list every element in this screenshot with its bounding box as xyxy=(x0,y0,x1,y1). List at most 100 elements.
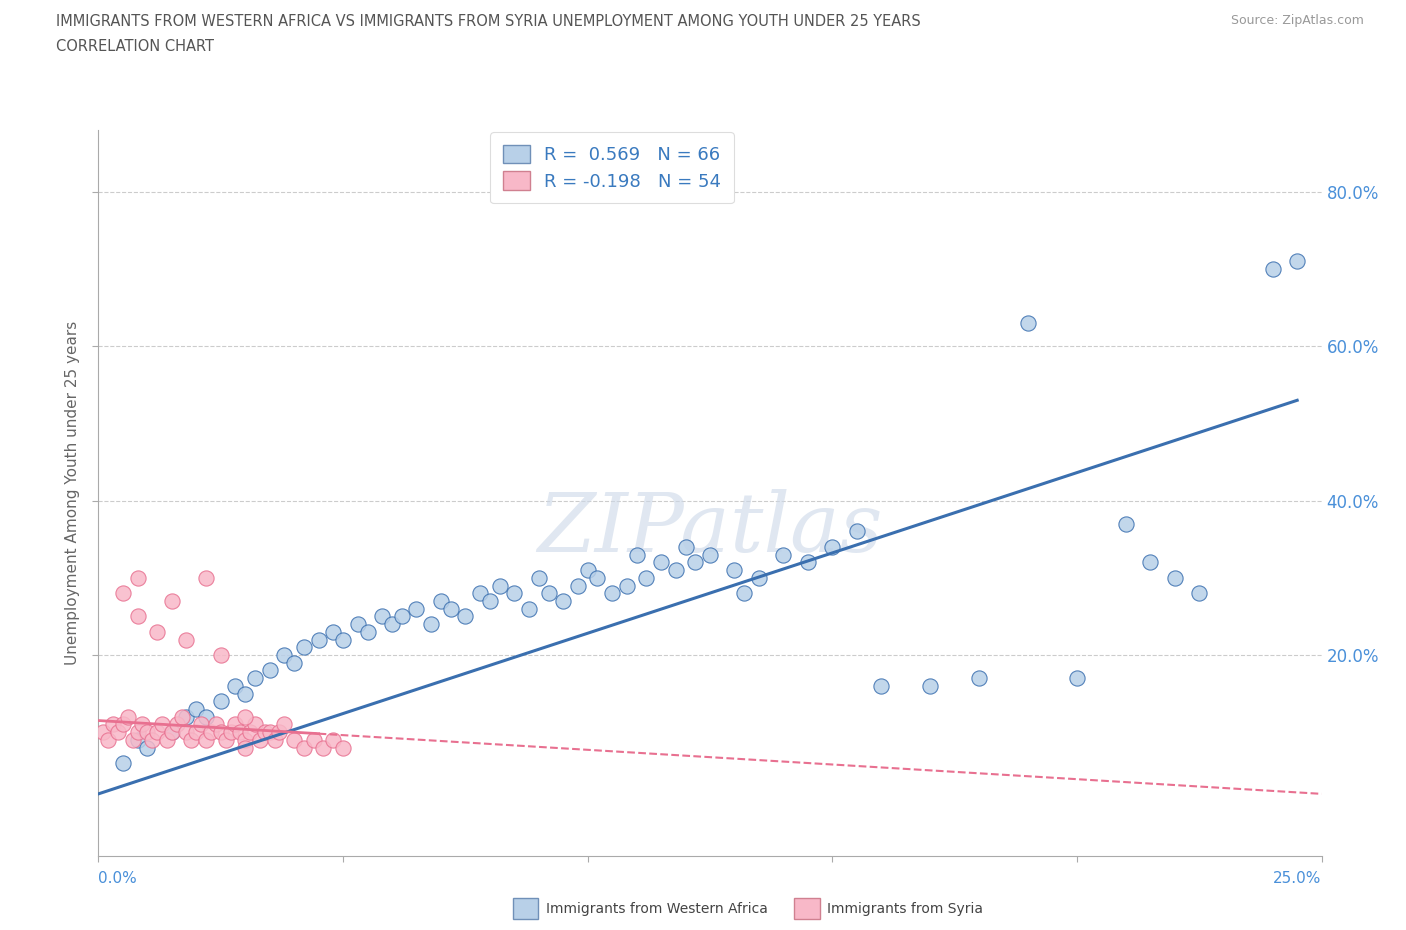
Point xyxy=(391,609,413,624)
Point xyxy=(111,586,134,601)
Text: CORRELATION CHART: CORRELATION CHART xyxy=(56,39,214,54)
Point xyxy=(219,724,242,739)
Point xyxy=(233,686,256,701)
Legend: R =  0.569   N = 66, R = -0.198   N = 54: R = 0.569 N = 66, R = -0.198 N = 54 xyxy=(491,132,734,203)
Point xyxy=(797,555,820,570)
Point xyxy=(356,624,378,639)
Point xyxy=(127,733,149,748)
Point xyxy=(111,755,134,770)
Point xyxy=(146,624,169,639)
Point xyxy=(160,593,183,608)
Point xyxy=(263,733,285,748)
Point xyxy=(292,740,315,755)
Point xyxy=(650,555,672,570)
Point xyxy=(239,724,262,739)
Point xyxy=(91,724,114,739)
Point xyxy=(870,678,893,693)
Point xyxy=(233,733,256,748)
Point xyxy=(259,724,281,739)
Point xyxy=(665,563,688,578)
Text: 0.0%: 0.0% xyxy=(98,871,138,886)
Point xyxy=(176,710,198,724)
Point xyxy=(186,701,208,716)
Point xyxy=(576,563,599,578)
Point xyxy=(190,717,212,732)
Point xyxy=(967,671,990,685)
Point xyxy=(553,593,575,608)
Point xyxy=(527,570,550,585)
Point xyxy=(468,586,491,601)
Point xyxy=(1188,586,1211,601)
Point xyxy=(733,586,755,601)
Point xyxy=(332,740,354,755)
Point xyxy=(195,570,218,585)
Point xyxy=(156,733,179,748)
Point xyxy=(136,724,159,739)
Point xyxy=(626,547,648,562)
Point xyxy=(283,733,305,748)
Text: Source: ZipAtlas.com: Source: ZipAtlas.com xyxy=(1230,14,1364,27)
Point xyxy=(302,733,325,748)
Point xyxy=(845,524,868,538)
Point xyxy=(176,632,198,647)
Point xyxy=(567,578,589,593)
Point xyxy=(205,717,228,732)
Point xyxy=(127,570,149,585)
Point xyxy=(107,724,129,739)
Point xyxy=(117,710,139,724)
Point xyxy=(269,724,291,739)
Point xyxy=(233,740,256,755)
Point xyxy=(136,740,159,755)
Point xyxy=(186,724,208,739)
Point xyxy=(273,717,295,732)
Point xyxy=(127,724,149,739)
Point xyxy=(229,724,252,739)
Text: Immigrants from Western Africa: Immigrants from Western Africa xyxy=(546,901,768,916)
Point xyxy=(503,586,526,601)
Point xyxy=(1164,570,1187,585)
Point xyxy=(616,578,638,593)
Point xyxy=(478,593,501,608)
Text: Immigrants from Syria: Immigrants from Syria xyxy=(827,901,983,916)
Point xyxy=(1261,261,1284,276)
Point xyxy=(200,724,222,739)
Point xyxy=(1286,254,1309,269)
Point xyxy=(243,717,266,732)
Point xyxy=(160,724,183,739)
Point xyxy=(636,570,658,585)
Point xyxy=(224,678,246,693)
Point xyxy=(371,609,394,624)
Point xyxy=(1066,671,1088,685)
Point xyxy=(517,601,540,616)
Point xyxy=(772,547,794,562)
Point xyxy=(675,539,697,554)
Point xyxy=(1139,555,1161,570)
Point xyxy=(821,539,844,554)
Point xyxy=(121,733,143,748)
Point xyxy=(259,663,281,678)
Point xyxy=(292,640,315,655)
Point xyxy=(1017,315,1039,330)
Point xyxy=(454,609,477,624)
Point xyxy=(101,717,124,732)
Point xyxy=(170,710,193,724)
Text: IMMIGRANTS FROM WESTERN AFRICA VS IMMIGRANTS FROM SYRIA UNEMPLOYMENT AMONG YOUTH: IMMIGRANTS FROM WESTERN AFRICA VS IMMIGR… xyxy=(56,14,921,29)
Point xyxy=(253,724,276,739)
Point xyxy=(332,632,354,647)
Point xyxy=(160,724,183,739)
Point xyxy=(308,632,330,647)
Point xyxy=(176,724,198,739)
Point xyxy=(346,617,368,631)
Text: ZIPatlas: ZIPatlas xyxy=(537,489,883,569)
Point xyxy=(131,717,153,732)
Point xyxy=(180,733,202,748)
Point xyxy=(283,656,305,671)
Point xyxy=(920,678,942,693)
Point xyxy=(537,586,560,601)
Point xyxy=(127,609,149,624)
Point xyxy=(209,647,232,662)
Point xyxy=(488,578,510,593)
Point xyxy=(209,724,232,739)
Point xyxy=(111,717,134,732)
Point xyxy=(214,733,236,748)
